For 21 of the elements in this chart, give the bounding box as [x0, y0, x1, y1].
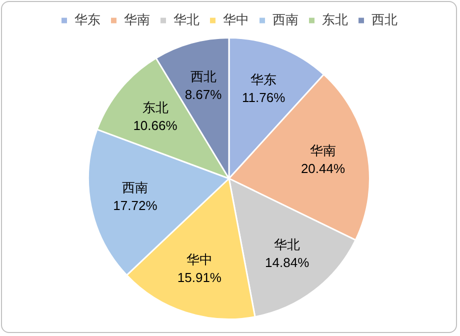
slice-label: 华北 [274, 237, 300, 252]
slice-label: 西南 [122, 180, 148, 196]
slice-label: 华中 [186, 252, 212, 268]
legend-label: 东北 [322, 12, 348, 28]
slice-label: 华东 [250, 72, 277, 87]
data-label: 10.66% [133, 118, 178, 134]
legend-label: 华中 [222, 12, 249, 28]
data-label: 17.72% [113, 198, 158, 214]
data-label: 8.67% [184, 86, 222, 102]
slice-label: 西北 [190, 68, 216, 84]
data-label: 20.44% [300, 161, 346, 176]
legend-label: 华南 [124, 12, 150, 28]
legend-label: 华东 [74, 12, 100, 28]
data-label: 11.76% [242, 90, 286, 105]
legend-label: 华北 [173, 12, 200, 28]
data-label: 14.84% [265, 255, 310, 270]
legend-label: 西北 [371, 12, 398, 28]
legend-label: 西南 [272, 12, 298, 28]
slice-label: 华南 [310, 143, 336, 158]
data-label: 15.91% [177, 270, 222, 286]
slice-label: 东北 [142, 100, 168, 116]
